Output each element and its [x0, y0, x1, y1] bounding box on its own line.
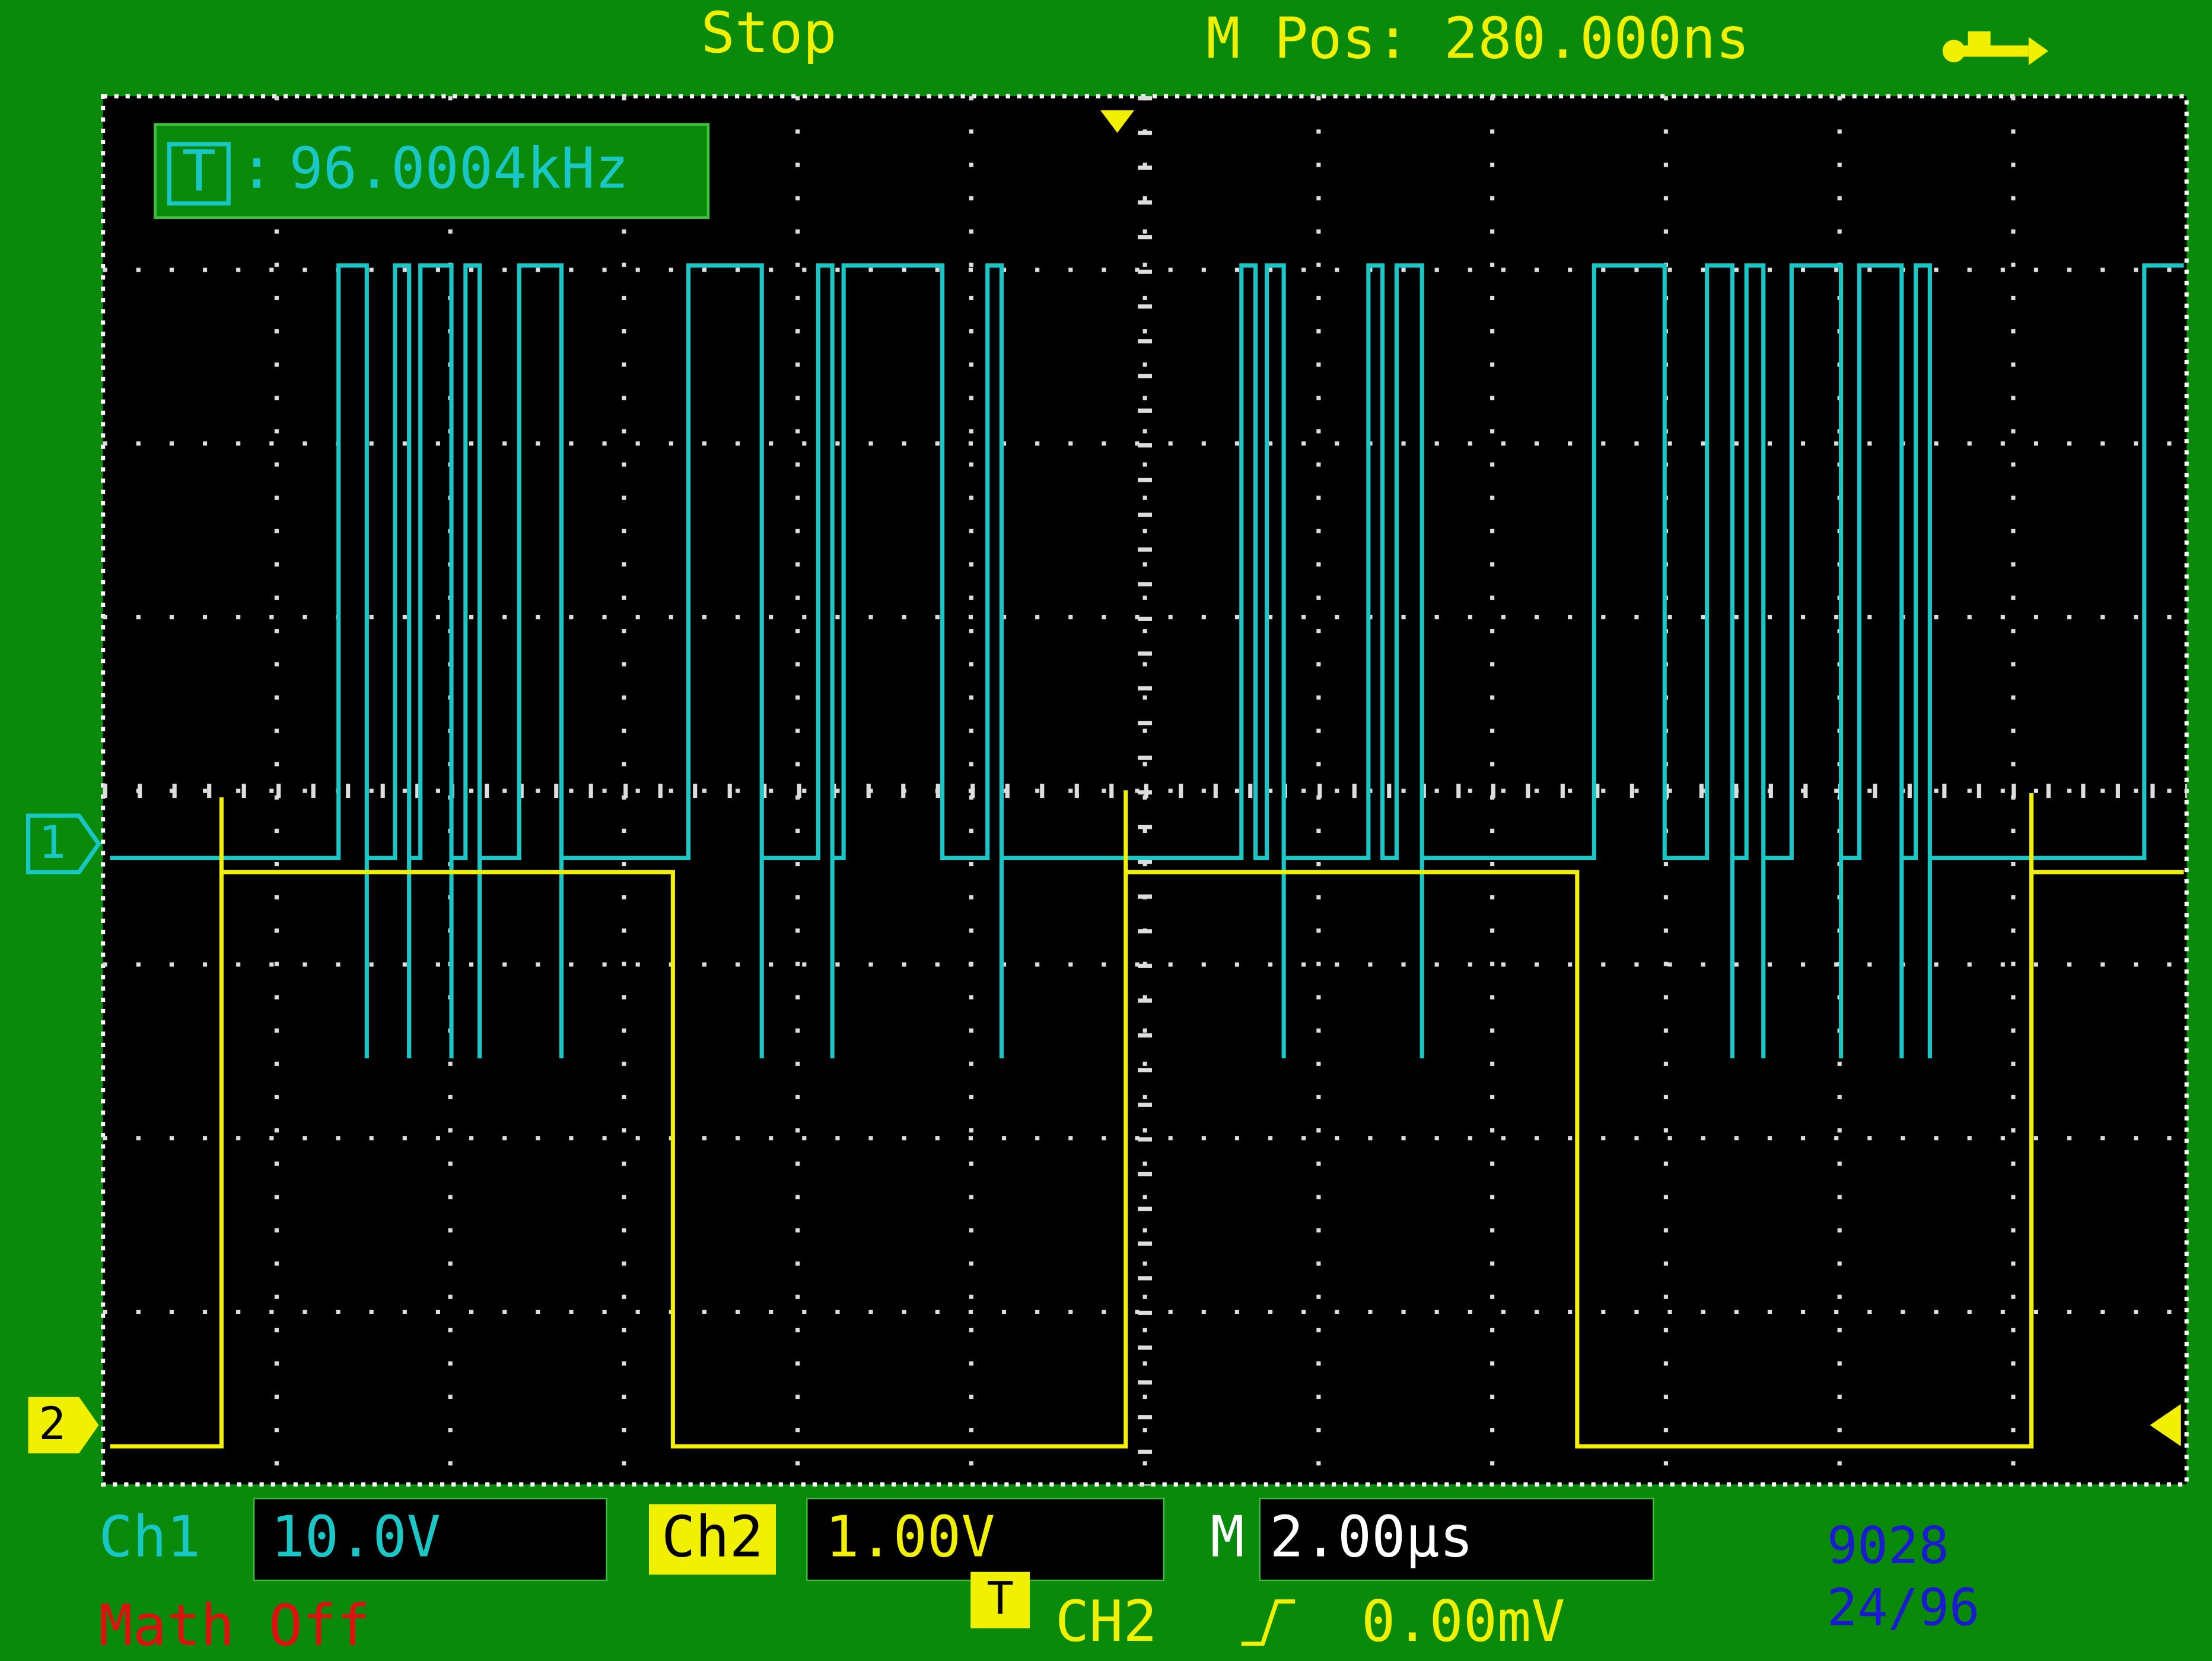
trigger-icon-box: [970, 1571, 1030, 1628]
frequency-separator: :: [240, 136, 273, 201]
ch1-scale-box: [253, 1497, 607, 1582]
frequency-source-box: [167, 142, 231, 206]
ch2-label-box: [648, 1504, 776, 1575]
counter-line-1: 9028: [1827, 1517, 1949, 1576]
ch2-marker-label: 2: [39, 1397, 66, 1450]
frequency-source: T: [182, 139, 216, 204]
trigger-icon: T: [986, 1572, 1014, 1625]
frequency-box: [154, 123, 710, 219]
timebase-scale: 2.00µs: [1269, 1504, 1473, 1570]
trigger-position-marker: [1100, 110, 1135, 133]
ch1-scale: 10.0V: [271, 1504, 441, 1570]
run-status: Stop: [701, 1, 837, 66]
usb-icon: [1942, 31, 2049, 65]
ch2-marker: [28, 1396, 99, 1453]
ch2-trace: [110, 790, 2184, 1449]
ch2-label: Ch2: [661, 1504, 763, 1570]
timebase-box: [1259, 1497, 1654, 1582]
horizontal-position: M Pos: 280.000ns: [1206, 7, 1749, 72]
ch1-trace: [110, 263, 2184, 1059]
ch1-label: Ch1: [98, 1504, 200, 1570]
counter-line-2: 24/96: [1827, 1579, 1980, 1638]
frequency-value: 96.0004kHz: [289, 136, 629, 201]
trigger-slope: [1241, 1599, 1296, 1646]
trigger-source: CH2: [1055, 1589, 1157, 1654]
trigger-level: 0.00mV: [1361, 1589, 1565, 1654]
ch1-marker-label: 1: [39, 816, 66, 868]
timebase-label: M: [1210, 1504, 1244, 1570]
ch2-scale: 1.00V: [825, 1504, 995, 1570]
trigger-level-marker: [2150, 1404, 2181, 1447]
math-status: Math Off: [98, 1593, 370, 1659]
ch1-marker: [26, 813, 101, 874]
